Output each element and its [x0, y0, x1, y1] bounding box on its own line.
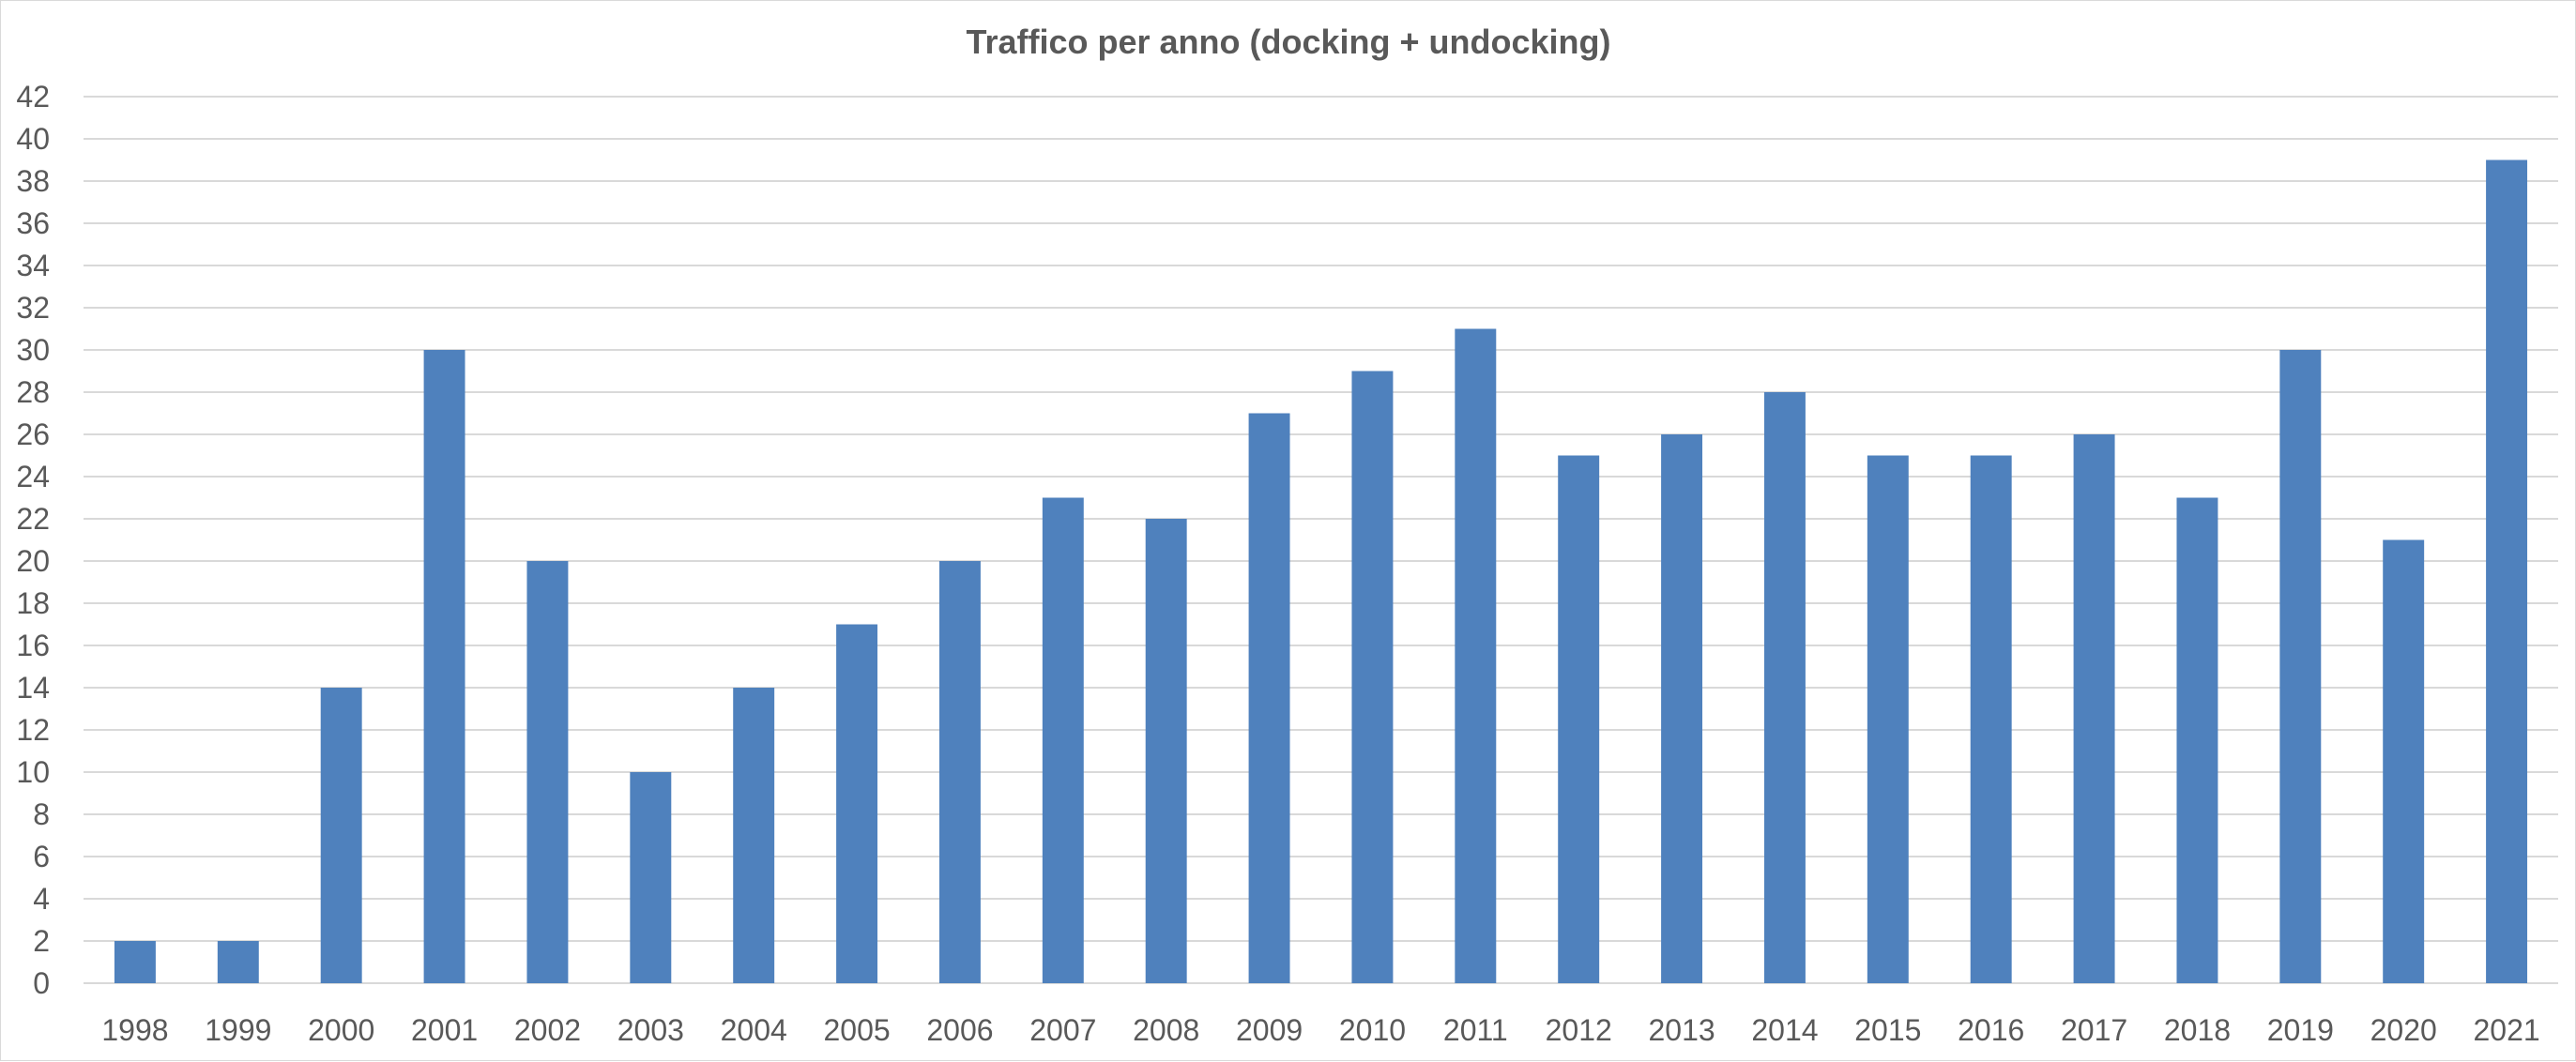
x-tick-label-2017: 2017 — [2061, 1013, 2127, 1047]
chart-title: Traffico per anno (docking + undocking) — [966, 23, 1610, 61]
y-tick-label: 18 — [16, 586, 50, 620]
y-tick-label: 2 — [33, 924, 50, 958]
y-tick-label: 38 — [16, 164, 50, 198]
y-tick-label: 24 — [16, 460, 50, 493]
x-tick-label-2003: 2003 — [617, 1013, 684, 1047]
bar-2014 — [1763, 392, 1806, 983]
x-tick-label-2011: 2011 — [1443, 1013, 1508, 1047]
x-tick-label-2021: 2021 — [2473, 1013, 2539, 1047]
y-tick-label: 4 — [33, 882, 50, 916]
gridlines — [84, 96, 2558, 984]
bar-2018 — [2176, 497, 2218, 983]
y-tick-label: 40 — [16, 122, 50, 156]
x-tick-label-2018: 2018 — [2164, 1013, 2231, 1047]
y-tick-label: 0 — [33, 966, 50, 1000]
x-tick-label-2005: 2005 — [823, 1013, 890, 1047]
x-tick-label-2009: 2009 — [1236, 1013, 1303, 1047]
bar-2001 — [423, 350, 465, 983]
y-tick-label: 26 — [16, 417, 50, 451]
x-tick-label-2015: 2015 — [1854, 1013, 1921, 1047]
y-tick-label: 22 — [16, 502, 50, 536]
bar-2016 — [1970, 455, 2012, 983]
bar-2019 — [2279, 350, 2322, 983]
bar-2009 — [1248, 413, 1290, 983]
bar-2000 — [320, 688, 362, 983]
bar-2005 — [836, 624, 878, 983]
x-tick-label-1999: 1999 — [205, 1013, 271, 1047]
bar-2012 — [1558, 455, 1600, 983]
x-tick-label-2000: 2000 — [308, 1013, 374, 1047]
x-tick-label-2010: 2010 — [1339, 1013, 1406, 1047]
x-tick-label-2016: 2016 — [1958, 1013, 2024, 1047]
bar-2007 — [1042, 497, 1084, 983]
x-tick-label-2007: 2007 — [1029, 1013, 1096, 1047]
y-tick-label: 10 — [16, 755, 50, 789]
x-tick-label-2019: 2019 — [2267, 1013, 2334, 1047]
y-tick-label: 20 — [16, 544, 50, 578]
bar-2006 — [938, 561, 981, 983]
bar-2008 — [1145, 519, 1187, 983]
bar-2010 — [1351, 371, 1394, 983]
bars — [114, 159, 2528, 983]
y-tick-label: 42 — [16, 80, 50, 114]
bar-2004 — [733, 688, 775, 983]
y-tick-label: 34 — [16, 249, 50, 282]
x-tick-label-2020: 2020 — [2370, 1013, 2437, 1047]
bar-2002 — [526, 561, 569, 983]
bar-2021 — [2486, 159, 2528, 983]
x-tick-label-2004: 2004 — [721, 1013, 787, 1047]
y-tick-label: 12 — [16, 713, 50, 747]
x-axis-tick-labels: 1998 1999 2000 2001 2002 2003 2004 2005 2006 2007… — [101, 1013, 2539, 1047]
x-tick-label-2014: 2014 — [1751, 1013, 1818, 1047]
y-tick-label: 6 — [33, 840, 50, 873]
bar-2017 — [2073, 434, 2115, 983]
bar-1998 — [114, 941, 156, 983]
bar-2013 — [1661, 434, 1703, 983]
bar-2015 — [1867, 455, 1909, 983]
x-tick-label-1998: 1998 — [101, 1013, 168, 1047]
y-tick-label: 36 — [16, 206, 50, 240]
y-tick-label: 30 — [16, 333, 50, 367]
bar-2011 — [1455, 328, 1497, 983]
x-tick-label-2013: 2013 — [1648, 1013, 1715, 1047]
bar-2003 — [630, 772, 672, 983]
bar-1999 — [217, 941, 259, 983]
x-tick-label-2012: 2012 — [1546, 1013, 1612, 1047]
bar-2020 — [2383, 539, 2425, 983]
y-tick-label: 16 — [16, 629, 50, 662]
x-tick-label-2001: 2001 — [411, 1013, 478, 1047]
y-tick-label: 8 — [33, 797, 50, 831]
x-tick-label-2006: 2006 — [926, 1013, 993, 1047]
y-tick-label: 32 — [16, 291, 50, 325]
y-tick-label: 14 — [16, 671, 50, 705]
y-tick-label: 28 — [16, 375, 50, 409]
x-tick-label-2002: 2002 — [514, 1013, 581, 1047]
x-tick-label-2008: 2008 — [1133, 1013, 1199, 1047]
